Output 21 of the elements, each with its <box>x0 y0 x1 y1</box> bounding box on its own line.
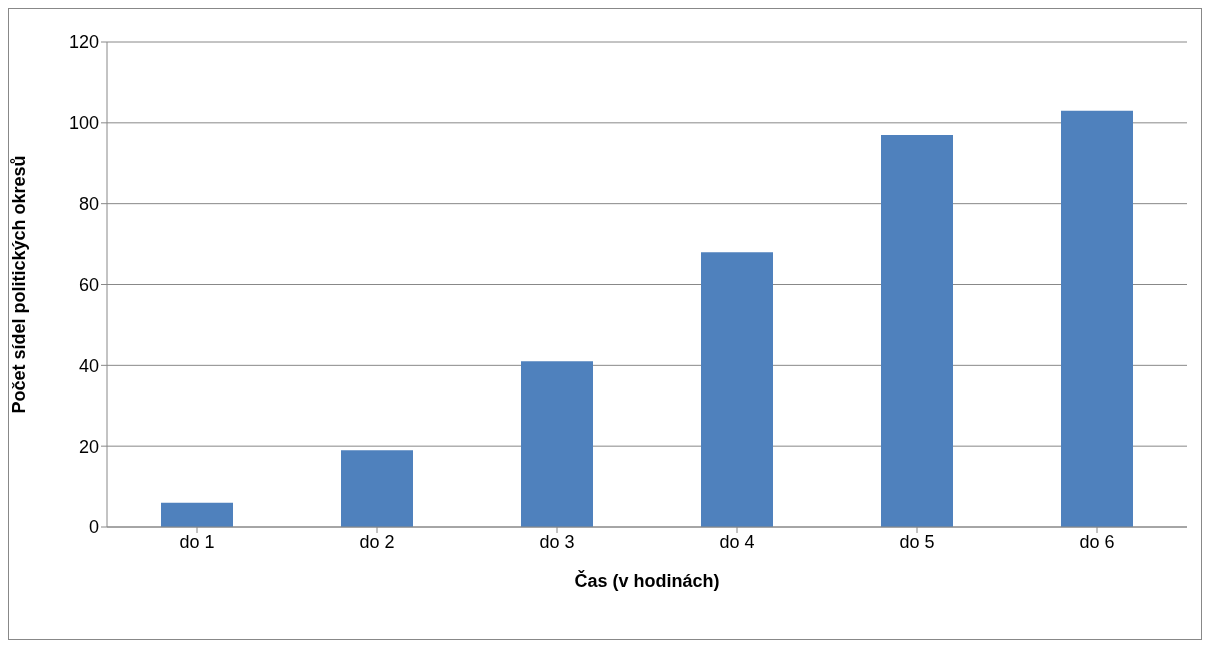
x-tick-label: do 2 <box>359 531 395 552</box>
x-tick-label: do 6 <box>1079 531 1115 552</box>
bar <box>1061 110 1133 527</box>
y-tick-label: 0 <box>88 517 99 538</box>
y-tick-label: 20 <box>78 436 99 457</box>
x-tick-label: do 3 <box>539 531 575 552</box>
x-tick-label: do 1 <box>179 531 215 552</box>
bar <box>521 361 593 527</box>
x-tick-label: do 4 <box>719 531 755 552</box>
x-tick-label: do 5 <box>899 531 935 552</box>
y-axis-title: Počet sídel politických okresů <box>9 155 30 414</box>
bar <box>161 502 233 527</box>
x-axis-title: Čas (v hodinách) <box>574 570 720 591</box>
y-tick-label: 60 <box>78 274 99 295</box>
y-tick-label: 120 <box>68 32 99 53</box>
y-tick-label: 100 <box>68 113 99 134</box>
bar <box>341 450 413 527</box>
y-tick-label: 40 <box>78 355 99 376</box>
bar <box>701 252 773 527</box>
y-tick-label: 80 <box>78 194 99 215</box>
bar <box>881 134 953 527</box>
